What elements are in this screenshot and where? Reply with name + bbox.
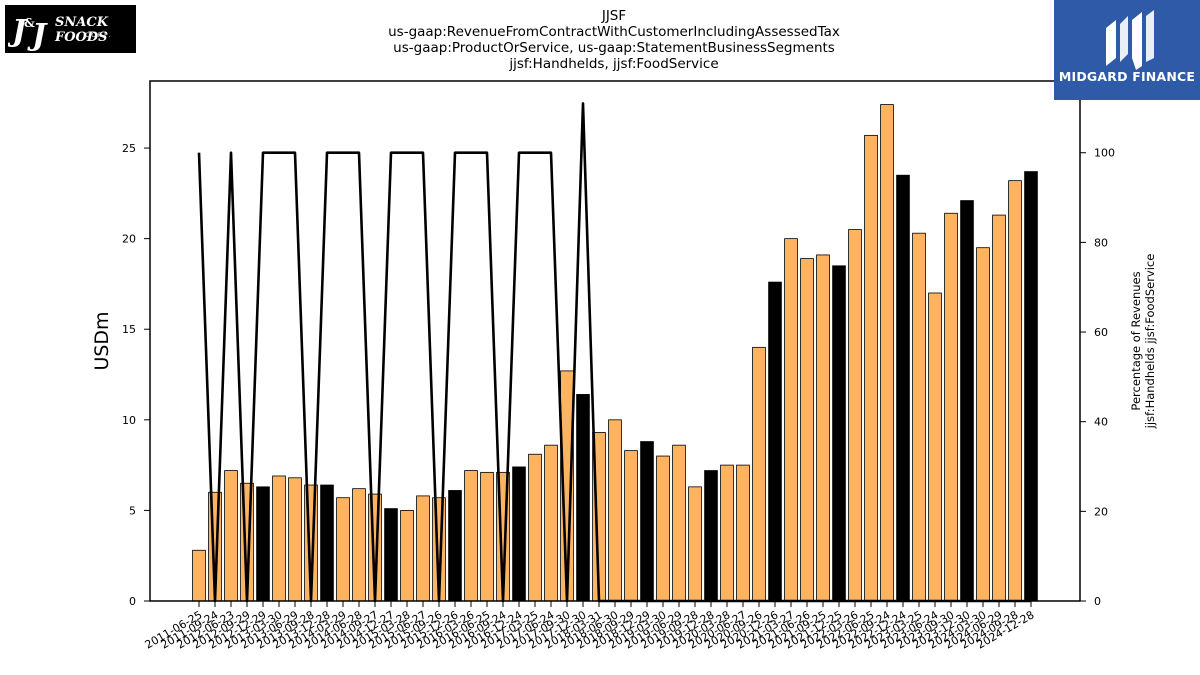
y2-tick-label-60: 60 bbox=[1094, 326, 1108, 339]
bar-2013-09-28 bbox=[320, 484, 334, 602]
bar-2021-06-26 bbox=[816, 254, 830, 602]
svg-text:J: J bbox=[8, 14, 28, 49]
chart-title: JJSF us-gaap:RevenueFromContractWithCust… bbox=[388, 8, 840, 72]
y-axis-right: 0 20 40 60 80 100 bbox=[1080, 147, 1115, 608]
bar-2017-09-30 bbox=[576, 394, 590, 602]
bar-2019-06-29 bbox=[688, 486, 702, 602]
y-tick-label-10: 10 bbox=[122, 414, 136, 427]
bar-2018-06-30 bbox=[624, 450, 638, 602]
svg-text:&: & bbox=[24, 16, 35, 30]
bar-2016-03-26 bbox=[480, 471, 494, 602]
bar-2016-12-24 bbox=[528, 453, 542, 602]
bar-2020-12-26 bbox=[784, 238, 798, 602]
bar-2023-03-25 bbox=[928, 292, 942, 602]
title-line-3: us-gaap:ProductOrService, us-gaap:Statem… bbox=[393, 40, 835, 56]
bar-2015-03-28 bbox=[416, 495, 430, 602]
bar-2015-12-26 bbox=[464, 470, 478, 602]
y-tick-label-15: 15 bbox=[122, 323, 136, 336]
y2-tick-label-0: 0 bbox=[1094, 595, 1101, 608]
bar-2021-03-27 bbox=[800, 258, 814, 602]
logo-left-sub: CORP. bbox=[85, 32, 113, 39]
bar-2018-09-29 bbox=[640, 441, 654, 602]
bar-2020-06-27 bbox=[752, 346, 766, 602]
bar-2018-12-29 bbox=[656, 455, 670, 602]
bar-2011-12-24 bbox=[224, 470, 238, 602]
bar-2023-06-24 bbox=[944, 212, 958, 602]
svg-text:J: J bbox=[27, 18, 48, 53]
y2-axis-label-line-1: Percentage of Revenues bbox=[1129, 271, 1143, 410]
y-tick-label-20: 20 bbox=[122, 233, 136, 246]
midgard-finance-logo: MIDGARD FINANCE bbox=[1054, 0, 1200, 100]
bar-2019-09-28 bbox=[704, 470, 718, 602]
title-line-1: JJSF bbox=[601, 8, 626, 24]
logo-right-text: MIDGARD FINANCE bbox=[1058, 69, 1196, 84]
jj-snack-foods-logo: J J & SNACK FOODS CORP. bbox=[5, 5, 136, 53]
y-axis-left: 0 5 10 15 20 25 bbox=[122, 142, 150, 608]
bar-2014-12-27 bbox=[400, 510, 414, 602]
bar-2021-09-25 bbox=[832, 265, 846, 602]
bar-2023-12-30 bbox=[976, 247, 990, 602]
bar-2022-03-26 bbox=[864, 134, 878, 602]
bar-2013-03-30 bbox=[288, 477, 302, 602]
y2-tick-label-40: 40 bbox=[1094, 416, 1108, 429]
bar-2022-09-24 bbox=[896, 174, 910, 602]
bar-2019-12-28 bbox=[720, 464, 734, 602]
bar-2022-06-25 bbox=[880, 104, 894, 602]
jj-logo-mark-icon: J J & bbox=[8, 14, 48, 53]
title-line-2: us-gaap:RevenueFromContractWithCustomerI… bbox=[388, 24, 840, 40]
bar-2020-09-26 bbox=[768, 281, 782, 602]
title-line-4: jjsf:Handhelds, jjsf:FoodService bbox=[508, 56, 718, 72]
x-axis: 2011-06-252011-09-242012-06-232012-09-29… bbox=[143, 601, 1037, 652]
bar-2013-12-28 bbox=[336, 497, 350, 602]
y2-tick-label-80: 80 bbox=[1094, 236, 1108, 249]
bar-2024-09-28 bbox=[1024, 171, 1038, 602]
logo-left-text: SNACK FOODS bbox=[55, 15, 109, 45]
y2-tick-label-100: 100 bbox=[1094, 147, 1115, 160]
bar-2018-03-31 bbox=[608, 419, 622, 602]
bar-2020-03-28 bbox=[736, 464, 750, 602]
midgard-mark-icon bbox=[1106, 10, 1154, 70]
bar-2022-12-24 bbox=[912, 232, 926, 602]
y-tick-label-25: 25 bbox=[122, 142, 136, 155]
bar-2016-09-24 bbox=[512, 466, 526, 602]
bar-2021-12-25 bbox=[848, 229, 862, 602]
bar-2014-03-29 bbox=[352, 488, 366, 602]
y2-axis-label-line-2: jjsf:Handhelds jjsf:FoodService bbox=[1143, 254, 1157, 430]
bar-2014-09-27 bbox=[384, 508, 398, 602]
bar-2015-09-26 bbox=[448, 490, 462, 602]
bar-2012-09-29 bbox=[256, 486, 270, 602]
bar-2019-03-30 bbox=[672, 444, 686, 602]
bar-2012-12-29 bbox=[272, 475, 286, 602]
y-tick-label-5: 5 bbox=[129, 504, 136, 517]
bar-2024-06-29 bbox=[1008, 180, 1022, 602]
bar-2011-06-25 bbox=[192, 549, 206, 602]
y-tick-label-0: 0 bbox=[129, 595, 136, 608]
y2-tick-label-20: 20 bbox=[1094, 505, 1108, 518]
bar-2024-03-30 bbox=[992, 214, 1006, 602]
bar-2017-03-25 bbox=[544, 444, 558, 602]
y-axis-label: USDm bbox=[91, 311, 113, 370]
bar-2023-09-30 bbox=[960, 200, 974, 602]
